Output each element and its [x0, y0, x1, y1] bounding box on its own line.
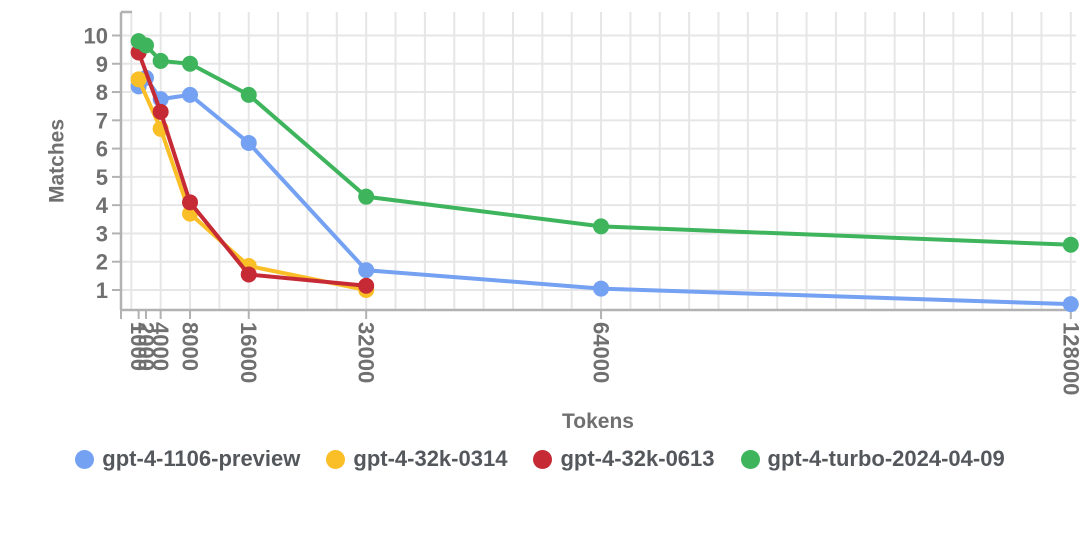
data-point [152, 103, 169, 120]
data-point [240, 86, 257, 103]
legend-label: gpt-4-1106-preview [102, 446, 301, 471]
y-tick-label: 4 [96, 193, 109, 218]
data-point [358, 277, 375, 294]
axes [112, 10, 1076, 319]
y-tick-label: 2 [96, 250, 108, 275]
legend-label: gpt-4-turbo-2024-04-09 [767, 446, 1005, 471]
y-tick-label: 7 [96, 108, 108, 133]
y-tick-label: 1 [96, 278, 108, 303]
data-point [358, 188, 375, 205]
legend-swatch-icon [740, 449, 760, 469]
x-tick-label: 1000 [126, 322, 151, 371]
data-point [1062, 236, 1079, 253]
x-tick-label: 8000 [178, 322, 203, 371]
legend-item-gpt-4-1106-preview[interactable]: gpt-4-1106-preview [75, 446, 300, 472]
legend-swatch-icon [533, 449, 553, 469]
y-tick-label: 5 [96, 165, 108, 190]
legend-swatch-icon [75, 449, 95, 469]
legend-item-gpt-4-32k-0613[interactable]: gpt-4-32k-0613 [533, 446, 715, 472]
data-point [130, 71, 147, 88]
data-point [182, 86, 199, 103]
data-point [240, 266, 257, 283]
series-gpt-4-32k-0613 [130, 44, 375, 294]
legend-label: gpt-4-32k-0613 [560, 446, 715, 471]
series-gpt-4-turbo-2024-04-09 [130, 33, 1079, 253]
gridlines [121, 12, 1076, 310]
series-line-gpt-4-32k-0314 [136, 77, 369, 292]
data-point [593, 218, 610, 235]
data-point [137, 37, 154, 54]
x-tick-label: 64000 [589, 322, 614, 383]
y-tick-label: 9 [96, 52, 108, 77]
y-tick-label: 8 [96, 80, 108, 105]
y-tick-label: 6 [96, 137, 108, 162]
line-chart: 1 2 3 4 5 6 7 8 9 10 1000 2000 4000 8000 16000 32000 640… [46, 10, 1080, 433]
data-point [593, 280, 610, 297]
series-group [130, 33, 1079, 313]
y-tick-label: 3 [96, 221, 108, 246]
x-tick-label: 32000 [354, 322, 379, 383]
legend-swatch-icon [326, 449, 346, 469]
y-tick-label: 10 [84, 23, 108, 48]
y-axis-title: Matches [46, 119, 69, 203]
legend-label: gpt-4-32k-0314 [353, 446, 508, 471]
data-point [240, 134, 257, 151]
data-point [182, 55, 199, 72]
chart-legend: gpt-4-1106-preview gpt-4-32k-0314 gpt-4-32… [60, 446, 1020, 472]
legend-item-gpt-4-32k-0314[interactable]: gpt-4-32k-0314 [326, 446, 507, 472]
data-point [152, 52, 169, 69]
x-tick-label: 4000 [148, 322, 173, 371]
data-point [1062, 296, 1079, 313]
data-point [358, 262, 375, 279]
x-tick-label: 128000 [1058, 322, 1080, 395]
x-axis-title: Tokens [562, 410, 634, 433]
x-tick-label: 16000 [236, 322, 261, 383]
x-tick-label: 2000 [133, 322, 158, 371]
data-point [182, 194, 199, 211]
legend-item-gpt-4-turbo-2024-04-09[interactable]: gpt-4-turbo-2024-04-09 [740, 446, 1005, 472]
